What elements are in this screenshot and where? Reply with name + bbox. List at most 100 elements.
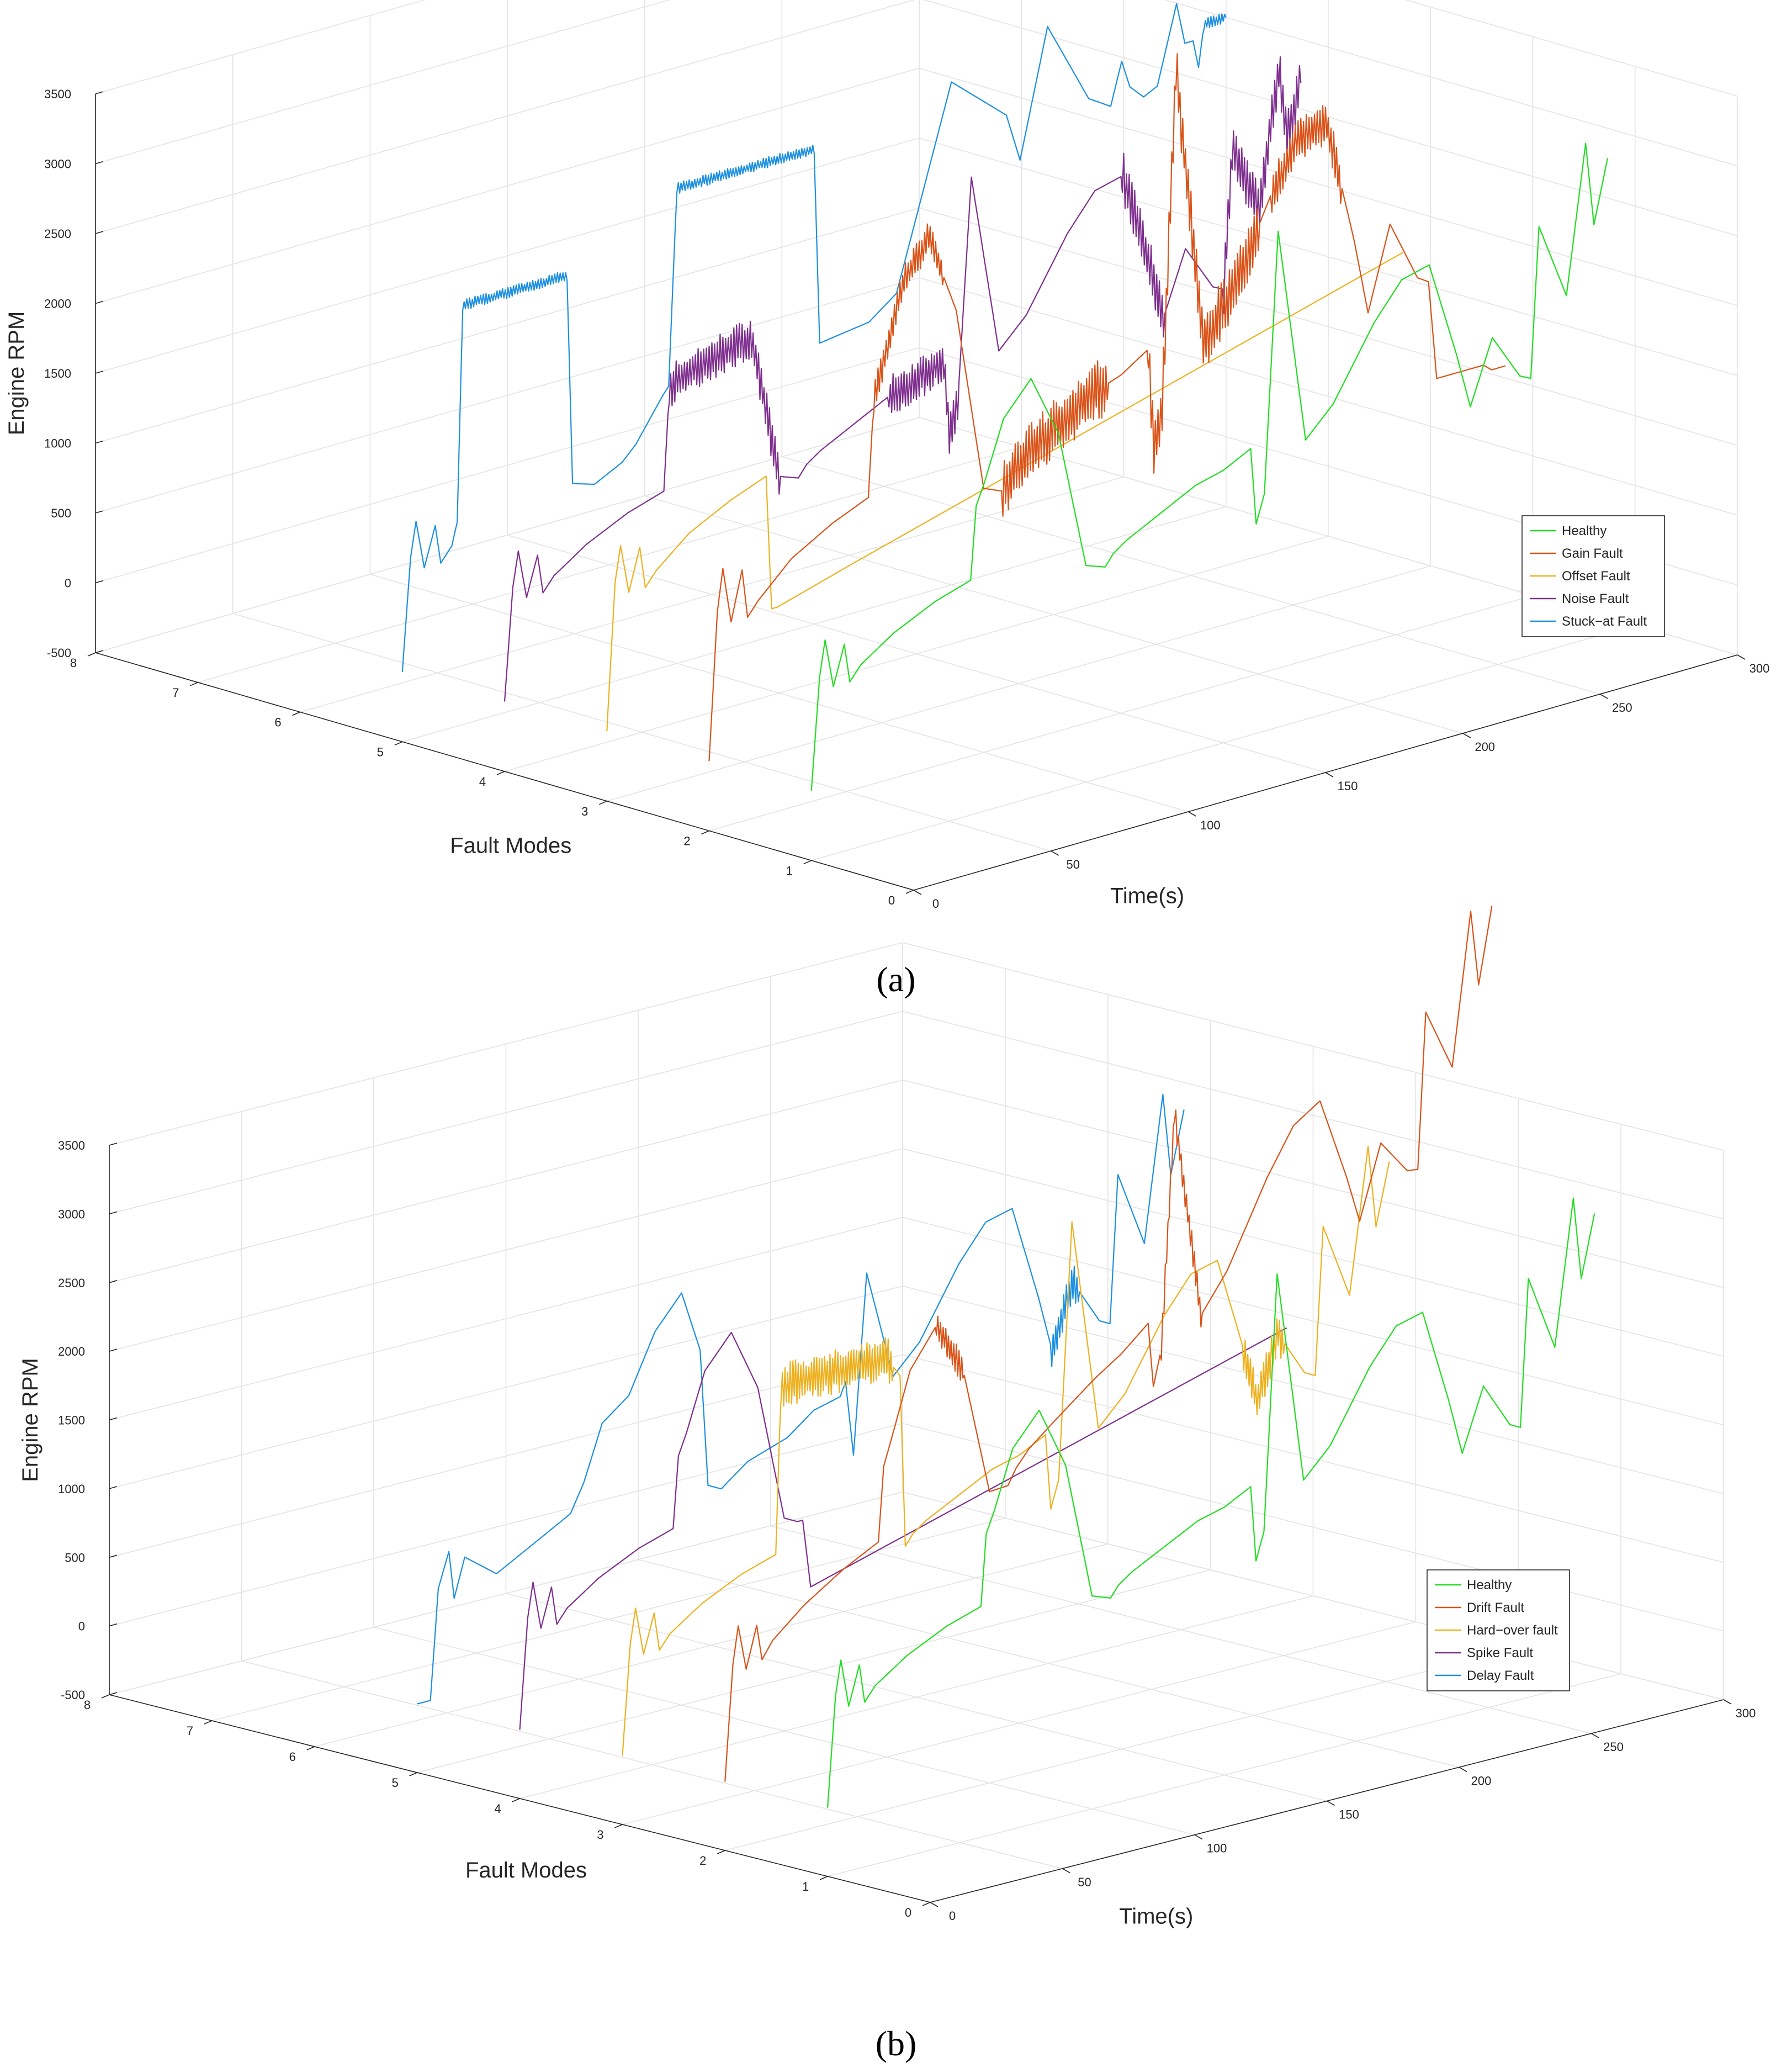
floor-gridline: [314, 1543, 1108, 1747]
wall-gridline: [902, 942, 1724, 1151]
y-tick-mark: [598, 801, 607, 805]
z-tick-mark: [109, 1486, 118, 1489]
floor-gridline: [300, 476, 1124, 713]
floor-gridline: [519, 1595, 1313, 1799]
z-tick-mark: [95, 371, 104, 374]
floor-gridline: [607, 565, 1431, 802]
x-axis-title: Time(s): [1119, 1904, 1193, 1928]
y-tick-mark: [409, 1772, 417, 1776]
wall-gridline: [109, 1492, 903, 1695]
wall-gridline: [902, 1217, 1724, 1426]
series-line-stuck-at-fault: [401, 3, 1227, 672]
series-group: [417, 906, 1595, 1808]
x-tick-mark: [1591, 1733, 1599, 1738]
z-tick-label: 3000: [58, 1207, 85, 1221]
y-tick-mark: [394, 741, 403, 746]
z-tick-mark: [95, 161, 104, 165]
legend-entry: Healthy: [1562, 523, 1607, 538]
x-tick-label: 150: [1338, 779, 1358, 793]
wall-gridline: [109, 1080, 903, 1283]
x-tick-label: 300: [1749, 662, 1770, 675]
y-tick-mark: [189, 682, 198, 686]
wall-gridline: [919, 137, 1738, 376]
y-tick-label: 1: [802, 1880, 809, 1894]
series-line-spike-fault: [519, 1327, 1287, 1730]
y-tick-label: 1: [786, 864, 793, 877]
legend-entry: Delay Fault: [1467, 1668, 1534, 1683]
z-tick-label: 500: [65, 1551, 85, 1564]
y-axis-title: Fault Modes: [450, 833, 571, 858]
x-tick-label: 50: [1066, 858, 1079, 871]
y-axis-title: Fault Modes: [465, 1858, 587, 1882]
y-tick-label: 6: [274, 716, 281, 729]
y-tick-mark: [717, 1850, 725, 1854]
legend-entry: Gain Fault: [1562, 546, 1623, 561]
wall-gridline: [109, 1148, 903, 1352]
floor-gridline: [402, 506, 1227, 743]
z-tick-mark: [109, 1554, 118, 1558]
x-tick-mark: [1723, 1699, 1732, 1705]
z-tick-mark: [95, 91, 104, 94]
y-tick-label: 7: [187, 1724, 193, 1738]
z-tick-label: 2000: [58, 1345, 85, 1358]
z-tick-label: 2000: [44, 297, 71, 311]
x-tick-mark: [1187, 811, 1196, 817]
wall-gridline: [95, 137, 920, 374]
x-tick-mark: [1462, 733, 1471, 738]
y-tick-mark: [614, 1824, 623, 1828]
x-tick-mark: [1327, 1800, 1335, 1806]
y-tick-mark: [496, 771, 505, 775]
floor-gridline: [827, 1673, 1621, 1877]
x-axis-title: Time(s): [1110, 884, 1184, 908]
wall-gridline: [95, 207, 920, 444]
z-tick-mark: [109, 1280, 118, 1283]
z-tick-mark: [109, 1143, 118, 1146]
legend-entry: Offset Fault: [1562, 569, 1630, 584]
legend: Healthy Drift Fault Hard−over fault Spike F…: [1427, 1569, 1570, 1691]
z-tick-mark: [109, 1692, 118, 1695]
y-tick-label: 8: [70, 656, 77, 670]
z-tick-label: 1500: [44, 367, 71, 380]
floor-gridline: [811, 625, 1636, 861]
wall-gridline: [109, 1011, 903, 1215]
z-tick-label: 3000: [44, 157, 71, 171]
x-tick-label: 50: [1078, 1875, 1091, 1889]
wall-gridline: [109, 942, 903, 1146]
y-tick-label: 5: [391, 1776, 398, 1790]
z-tick-mark: [95, 440, 104, 444]
series-line-delay-fault: [417, 1093, 1185, 1705]
wall-gridline: [919, 277, 1738, 516]
x-tick-label: 100: [1207, 1842, 1227, 1855]
tick-labels: -500050010001500200025003000350001234567…: [58, 1139, 1756, 1923]
series-line-healthy: [810, 142, 1609, 791]
x-tick-mark: [1194, 1834, 1203, 1840]
y-tick-label: 7: [172, 686, 179, 700]
floor-gridline: [709, 595, 1533, 832]
y-tick-label: 0: [905, 1906, 911, 1919]
wall-gridline: [902, 1011, 1724, 1220]
y-tick-label: 2: [699, 1854, 706, 1868]
z-tick-label: 1500: [58, 1414, 85, 1427]
wall-gridline: [902, 1286, 1724, 1494]
y-tick-mark: [922, 1902, 931, 1906]
x-tick-mark: [1599, 694, 1608, 699]
legend: Healthy Gain Fault Offset Fault Noise Fault…: [1521, 515, 1665, 637]
y-tick-label: 4: [479, 775, 486, 789]
x-tick-label: 100: [1200, 818, 1221, 832]
wall-gridline: [95, 0, 426, 94]
z-tick-label: 500: [51, 506, 71, 520]
wall-gridline: [1404, 0, 1738, 97]
x-tick-label: 150: [1339, 1808, 1359, 1822]
y-tick-mark: [803, 860, 812, 865]
x-tick-label: 200: [1471, 1774, 1492, 1787]
z-tick-mark: [95, 580, 104, 584]
y-tick-label: 0: [888, 893, 895, 907]
z-tick-mark: [109, 1417, 118, 1421]
wall-gridline: [95, 277, 920, 514]
legend-entry: Healthy: [1467, 1578, 1512, 1593]
floor-gridline: [622, 1621, 1416, 1825]
series-group: [401, 3, 1609, 791]
wall-gridline: [95, 67, 920, 304]
